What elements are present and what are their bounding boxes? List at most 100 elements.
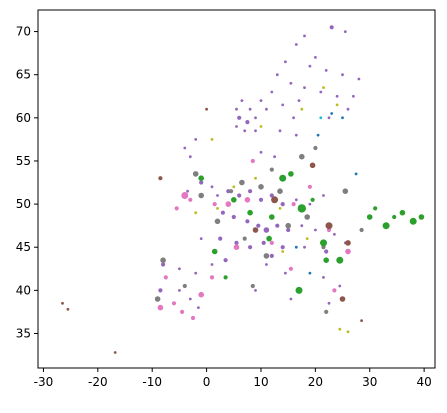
data-point [308, 202, 312, 206]
data-point [188, 155, 192, 159]
data-point [216, 194, 219, 197]
data-point [322, 194, 325, 197]
data-point [319, 90, 323, 94]
y-tick-label: 50 [16, 197, 31, 211]
data-point [113, 351, 117, 354]
data-point [250, 158, 255, 164]
data-point [316, 133, 320, 137]
data-point [280, 245, 285, 250]
data-point [288, 266, 293, 271]
data-point [216, 207, 219, 210]
data-point [303, 86, 306, 89]
data-point [346, 107, 350, 111]
data-point [392, 214, 397, 220]
data-point [327, 116, 331, 120]
data-point [220, 210, 225, 215]
data-point [198, 175, 204, 181]
data-point [277, 188, 283, 194]
data-point [303, 34, 306, 38]
data-point [233, 244, 240, 250]
data-point [244, 197, 251, 203]
data-point [259, 125, 263, 128]
y-tick-label: 65 [16, 68, 31, 82]
data-point [198, 291, 204, 298]
data-point [235, 125, 238, 128]
data-point [310, 197, 315, 202]
data-point [198, 192, 204, 199]
data-point [197, 306, 200, 309]
data-point [259, 150, 263, 154]
data-point [210, 185, 214, 189]
data-point [231, 197, 237, 203]
x-tick-label: -20 [88, 375, 108, 389]
x-tick-label: -10 [142, 375, 162, 389]
data-point [285, 222, 292, 229]
data-point [295, 286, 303, 294]
data-point [300, 224, 304, 228]
data-point [223, 258, 228, 263]
data-point [163, 275, 168, 280]
data-point [307, 184, 312, 189]
data-point [158, 176, 163, 181]
data-point [199, 180, 204, 185]
data-point [300, 107, 304, 111]
data-point [278, 129, 282, 133]
data-point [291, 202, 296, 207]
y-tick-label: 35 [16, 326, 31, 340]
x-tick-label: 20 [308, 375, 323, 389]
data-point [366, 214, 373, 220]
data-point [174, 206, 179, 211]
data-point [332, 288, 337, 293]
data-point [269, 240, 274, 245]
points-layer [61, 25, 425, 354]
data-point [178, 267, 181, 271]
data-point [247, 209, 253, 216]
x-tick-label: -30 [34, 375, 54, 389]
data-point [278, 207, 282, 210]
data-point [269, 193, 274, 198]
data-point [239, 179, 245, 186]
data-point [188, 297, 192, 301]
data-point [271, 196, 279, 204]
data-point [194, 211, 198, 215]
data-point [212, 202, 217, 207]
data-point [354, 172, 358, 176]
data-point [234, 240, 239, 245]
data-point [158, 288, 163, 293]
data-point [345, 248, 351, 255]
data-point [359, 227, 364, 233]
data-point [345, 240, 351, 246]
data-point [261, 240, 266, 245]
data-point [339, 296, 346, 302]
data-point [194, 271, 198, 275]
data-point [205, 107, 209, 111]
data-point [324, 69, 328, 72]
data-point [324, 249, 329, 254]
data-point [263, 253, 270, 259]
y-tick-label: 70 [16, 25, 31, 39]
data-point [154, 296, 161, 302]
data-point [360, 319, 363, 322]
data-point [314, 228, 317, 232]
data-point [335, 94, 339, 98]
data-point [252, 227, 259, 233]
data-point [235, 107, 238, 111]
data-point [335, 103, 339, 107]
data-point [341, 73, 344, 77]
data-point [280, 202, 285, 207]
data-point [229, 189, 234, 194]
data-point [188, 197, 193, 202]
data-point [294, 133, 298, 137]
data-point [192, 171, 199, 177]
data-point [309, 162, 316, 169]
data-point [269, 167, 274, 172]
data-point [180, 309, 185, 314]
data-point [338, 284, 342, 288]
data-point [245, 219, 250, 224]
data-point [409, 217, 417, 225]
data-point [269, 253, 274, 258]
data-point [157, 304, 164, 311]
data-point [254, 176, 257, 180]
y-axis: 35 40 45 50 55 60 65 70 [16, 25, 38, 340]
